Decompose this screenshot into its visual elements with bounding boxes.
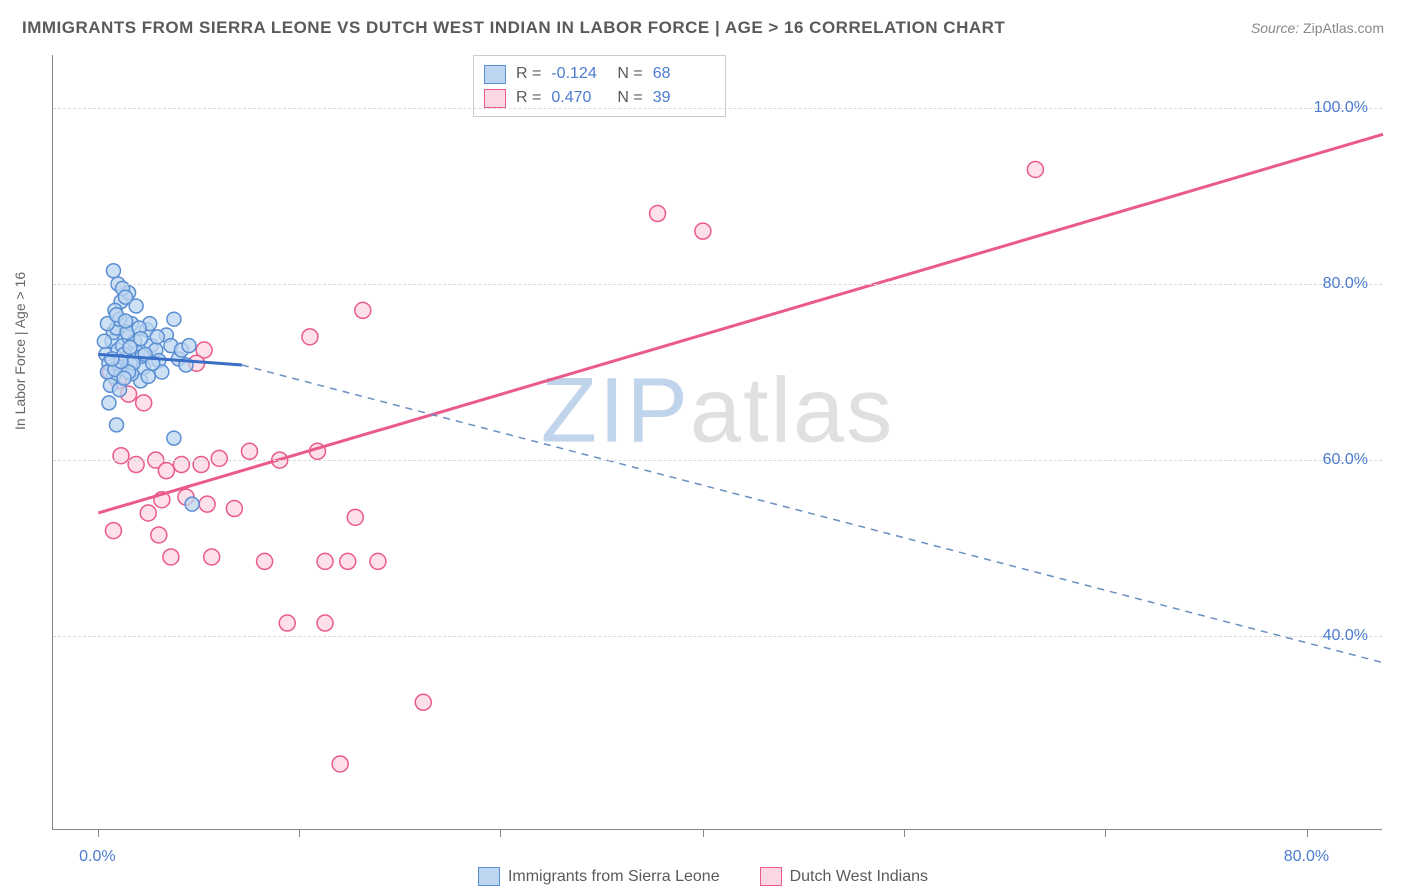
r-label: R = — [516, 86, 541, 110]
source-attribution: Source: ZipAtlas.com — [1251, 20, 1384, 36]
legend-item: Dutch West Indians — [760, 867, 928, 886]
data-point — [257, 553, 273, 569]
data-point — [141, 369, 155, 383]
legend-swatch — [484, 65, 506, 84]
n-label: N = — [617, 86, 642, 110]
data-point — [415, 694, 431, 710]
x-tick — [299, 829, 300, 837]
data-point — [226, 501, 242, 517]
data-point — [173, 457, 189, 473]
y-tick-label: 100.0% — [1314, 99, 1368, 117]
data-point — [129, 299, 143, 313]
x-tick-label: 80.0% — [1284, 848, 1329, 866]
data-point — [1027, 161, 1043, 177]
chart-plot-area: ZIPatlas R =-0.124N =68R =0.470N =39 40.… — [52, 55, 1382, 830]
data-point — [128, 457, 144, 473]
n-value: 68 — [653, 62, 709, 86]
legend-label: Immigrants from Sierra Leone — [508, 868, 720, 886]
stats-row: R = 0.470 N = 39 — [484, 86, 709, 110]
data-point — [97, 334, 111, 348]
data-point — [317, 553, 333, 569]
data-point — [109, 418, 123, 432]
data-point — [241, 443, 257, 459]
y-tick-label: 40.0% — [1323, 627, 1368, 645]
r-value: -0.124 — [551, 62, 607, 86]
r-value: 0.470 — [551, 86, 607, 110]
x-tick-label: 0.0% — [79, 848, 115, 866]
gridline — [53, 284, 1382, 285]
data-point — [185, 497, 199, 511]
x-tick — [500, 829, 501, 837]
chart-title: IMMIGRANTS FROM SIERRA LEONE VS DUTCH WE… — [22, 18, 1005, 38]
data-point — [167, 431, 181, 445]
data-point — [113, 448, 129, 464]
data-point — [317, 615, 333, 631]
data-point — [279, 615, 295, 631]
gridline — [53, 636, 1382, 637]
legend-label: Dutch West Indians — [790, 868, 928, 886]
x-tick — [98, 829, 99, 837]
data-point — [193, 457, 209, 473]
x-tick — [1105, 829, 1106, 837]
data-point — [140, 505, 156, 521]
x-tick — [1307, 829, 1308, 837]
x-tick — [703, 829, 704, 837]
y-tick-label: 80.0% — [1323, 275, 1368, 293]
data-point — [102, 396, 116, 410]
data-point — [163, 549, 179, 565]
data-point — [117, 371, 131, 385]
x-tick — [904, 829, 905, 837]
gridline — [53, 460, 1382, 461]
bottom-legend: Immigrants from Sierra Leone Dutch West I… — [0, 867, 1406, 886]
data-point — [182, 339, 196, 353]
data-point — [199, 496, 215, 512]
data-point — [105, 523, 121, 539]
legend-swatch — [478, 867, 500, 886]
y-axis-label: In Labor Force | Age > 16 — [12, 272, 28, 430]
data-point — [158, 463, 174, 479]
data-point — [347, 509, 363, 525]
data-point — [650, 206, 666, 222]
data-point — [211, 450, 227, 466]
r-label: R = — [516, 62, 541, 86]
gridline — [53, 108, 1382, 109]
regression-line — [98, 134, 1383, 513]
data-point — [151, 527, 167, 543]
y-tick-label: 60.0% — [1323, 451, 1368, 469]
legend-item: Immigrants from Sierra Leone — [478, 867, 720, 886]
scatter-svg — [53, 55, 1382, 829]
source-label: Source: — [1251, 20, 1299, 36]
data-point — [204, 549, 220, 565]
n-value: 39 — [653, 86, 709, 110]
data-point — [119, 314, 133, 328]
legend-swatch — [760, 867, 782, 886]
data-point — [340, 553, 356, 569]
data-point — [136, 395, 152, 411]
data-point — [332, 756, 348, 772]
stats-row: R = -0.124 N = 68 — [484, 62, 709, 86]
source-value: ZipAtlas.com — [1303, 20, 1384, 36]
legend-swatch — [484, 89, 506, 108]
data-point — [302, 329, 318, 345]
data-point — [150, 330, 164, 344]
data-point — [167, 312, 181, 326]
data-point — [134, 332, 148, 346]
data-point — [695, 223, 711, 239]
n-label: N = — [617, 62, 642, 86]
regression-extrapolation — [242, 365, 1383, 663]
data-point — [106, 264, 120, 278]
data-point — [370, 553, 386, 569]
data-point — [355, 302, 371, 318]
